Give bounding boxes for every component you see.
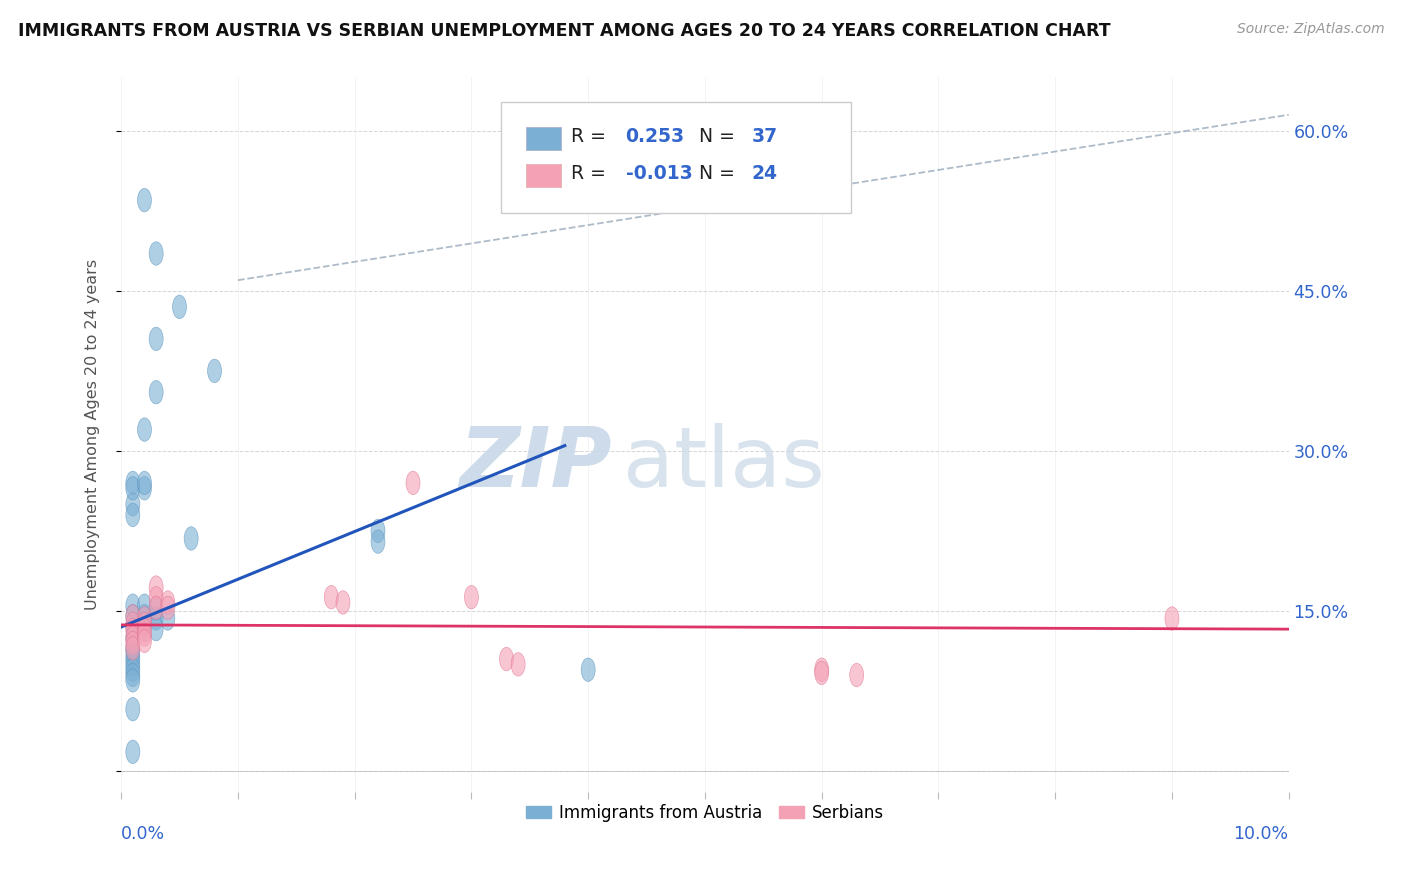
Ellipse shape	[138, 594, 152, 617]
Text: 0.253: 0.253	[626, 128, 685, 146]
Ellipse shape	[160, 607, 174, 631]
Ellipse shape	[849, 664, 863, 687]
Ellipse shape	[125, 605, 139, 628]
Ellipse shape	[125, 605, 139, 628]
Text: ZIP: ZIP	[458, 423, 612, 504]
Legend: Immigrants from Austria, Serbians: Immigrants from Austria, Serbians	[519, 797, 891, 829]
Ellipse shape	[138, 471, 152, 495]
Ellipse shape	[125, 612, 139, 635]
Text: atlas: atlas	[623, 423, 825, 504]
Ellipse shape	[464, 585, 478, 609]
FancyBboxPatch shape	[501, 103, 851, 213]
Ellipse shape	[125, 632, 139, 655]
Ellipse shape	[125, 642, 139, 665]
Text: R =: R =	[571, 164, 612, 184]
Text: IMMIGRANTS FROM AUSTRIA VS SERBIAN UNEMPLOYMENT AMONG AGES 20 TO 24 YEARS CORREL: IMMIGRANTS FROM AUSTRIA VS SERBIAN UNEMP…	[18, 22, 1111, 40]
Ellipse shape	[138, 417, 152, 442]
Ellipse shape	[406, 471, 420, 495]
Ellipse shape	[149, 607, 163, 631]
Ellipse shape	[125, 615, 139, 639]
Ellipse shape	[138, 188, 152, 212]
Ellipse shape	[125, 476, 139, 500]
Ellipse shape	[149, 381, 163, 404]
Ellipse shape	[149, 597, 163, 621]
Ellipse shape	[138, 612, 152, 635]
Ellipse shape	[125, 637, 139, 660]
Ellipse shape	[125, 626, 139, 649]
Text: 37: 37	[752, 128, 778, 146]
Ellipse shape	[149, 586, 163, 610]
Text: 0.0%: 0.0%	[121, 824, 166, 843]
Ellipse shape	[138, 618, 152, 642]
Ellipse shape	[208, 359, 222, 383]
Ellipse shape	[173, 295, 187, 318]
Ellipse shape	[325, 585, 339, 609]
Text: 24: 24	[752, 164, 778, 184]
Ellipse shape	[125, 618, 139, 642]
Ellipse shape	[371, 530, 385, 553]
Ellipse shape	[371, 519, 385, 542]
Ellipse shape	[336, 591, 350, 615]
Ellipse shape	[125, 626, 139, 649]
Ellipse shape	[138, 629, 152, 653]
Ellipse shape	[149, 242, 163, 265]
Ellipse shape	[149, 617, 163, 640]
Ellipse shape	[125, 492, 139, 516]
Text: R =: R =	[571, 128, 612, 146]
Text: -0.013: -0.013	[626, 164, 692, 184]
Text: N =: N =	[699, 128, 741, 146]
Ellipse shape	[125, 664, 139, 687]
Ellipse shape	[125, 648, 139, 671]
Ellipse shape	[125, 594, 139, 617]
Ellipse shape	[149, 576, 163, 599]
Ellipse shape	[512, 653, 524, 676]
Ellipse shape	[814, 658, 828, 681]
Ellipse shape	[814, 661, 828, 685]
FancyBboxPatch shape	[526, 164, 561, 186]
Ellipse shape	[184, 526, 198, 550]
Ellipse shape	[149, 596, 163, 620]
Ellipse shape	[138, 623, 152, 646]
Ellipse shape	[138, 605, 152, 628]
Ellipse shape	[160, 591, 174, 615]
Ellipse shape	[138, 607, 152, 631]
Text: N =: N =	[699, 164, 741, 184]
Ellipse shape	[125, 653, 139, 676]
Ellipse shape	[149, 327, 163, 351]
Ellipse shape	[125, 503, 139, 526]
Ellipse shape	[125, 698, 139, 721]
Ellipse shape	[581, 658, 595, 681]
Ellipse shape	[125, 669, 139, 692]
Ellipse shape	[160, 596, 174, 620]
Ellipse shape	[125, 658, 139, 681]
Ellipse shape	[499, 648, 513, 671]
Ellipse shape	[138, 476, 152, 500]
Ellipse shape	[138, 612, 152, 635]
Text: 10.0%: 10.0%	[1233, 824, 1289, 843]
Ellipse shape	[125, 637, 139, 660]
Text: Source: ZipAtlas.com: Source: ZipAtlas.com	[1237, 22, 1385, 37]
Ellipse shape	[1166, 607, 1180, 631]
Y-axis label: Unemployment Among Ages 20 to 24 years: Unemployment Among Ages 20 to 24 years	[86, 260, 100, 610]
Ellipse shape	[125, 740, 139, 764]
Ellipse shape	[125, 471, 139, 495]
FancyBboxPatch shape	[526, 127, 561, 150]
